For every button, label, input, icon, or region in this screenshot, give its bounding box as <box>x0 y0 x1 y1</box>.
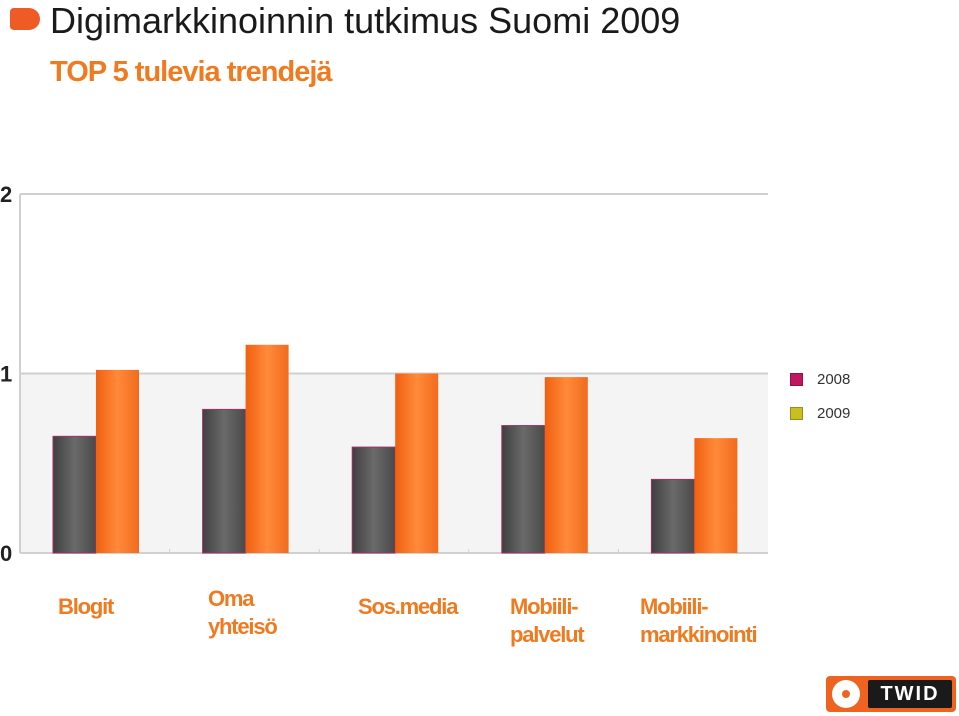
legend-swatch-2008 <box>790 373 803 386</box>
twid-logo: TWID <box>826 676 956 712</box>
legend-label-2008: 2008 <box>817 371 851 388</box>
y-tick-label: 1 <box>0 362 12 387</box>
category-label: Mobiili- markkinointi <box>640 594 758 647</box>
bar-2008-3 <box>501 425 546 554</box>
bar-2008-1 <box>202 408 247 554</box>
bar-2009-1 <box>245 344 289 553</box>
page-subtitle: TOP 5 tulevia trendejä <box>50 56 333 88</box>
y-tick-label: 0 <box>0 541 12 566</box>
bar-2009-4 <box>694 438 738 553</box>
category-label: Oma yhteisö <box>208 586 278 639</box>
target-icon <box>832 680 860 708</box>
legend-item-2008: 2008 <box>790 371 850 388</box>
category-label: Mobiili- palvelut <box>510 594 585 647</box>
bar-2008-0 <box>52 435 97 554</box>
title-bullet-icon <box>10 8 40 30</box>
page-title: Digimarkkinoinnin tutkimus Suomi 2009 <box>50 0 681 41</box>
bar-2009-2 <box>395 373 439 553</box>
legend-label-2009: 2009 <box>817 405 851 422</box>
logo-text: TWID <box>880 683 940 705</box>
bar-2008-2 <box>351 446 396 554</box>
bar-2009-3 <box>544 377 588 553</box>
legend-swatch-2009 <box>790 407 803 420</box>
y-tick-label: 2 <box>0 182 12 207</box>
bar-2009-0 <box>96 369 139 553</box>
bar-2008-4 <box>650 478 695 554</box>
category-label: Blogit <box>58 594 114 619</box>
legend-item-2009: 2009 <box>790 405 850 422</box>
category-label: Sos.media <box>358 594 458 619</box>
